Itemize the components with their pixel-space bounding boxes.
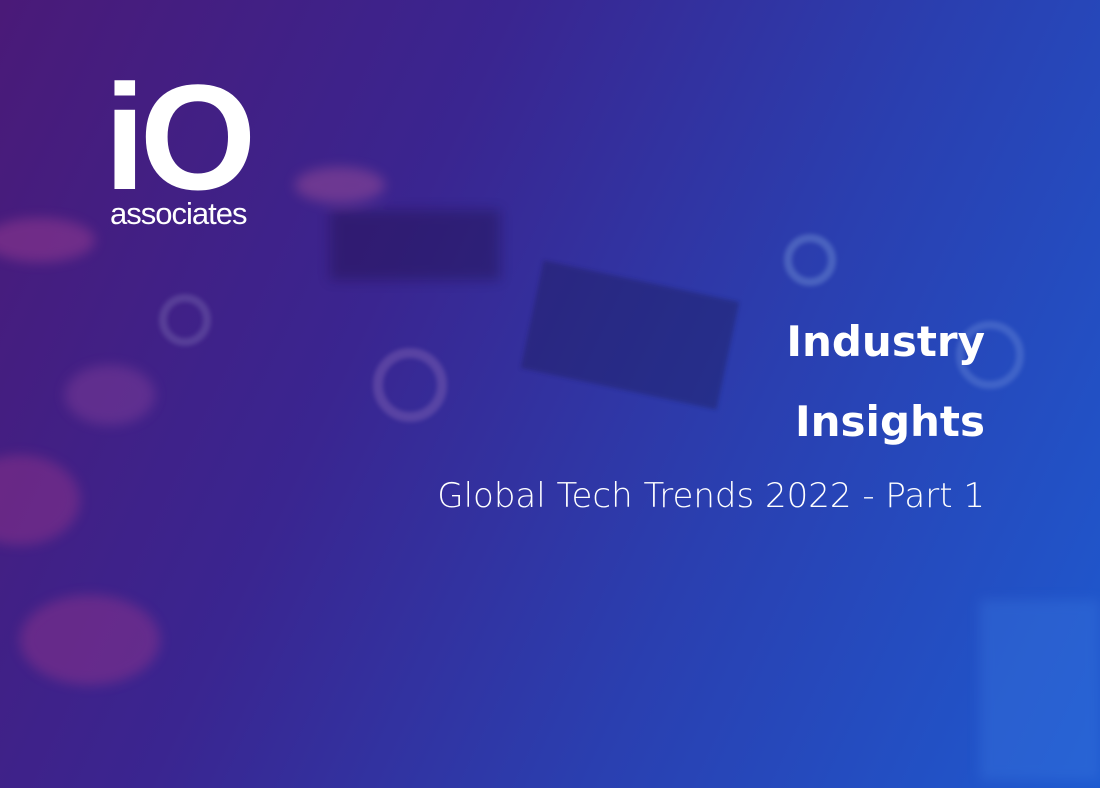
- logo-mark: iO: [104, 53, 256, 221]
- subtitle: Global Tech Trends 2022 - Part 1: [437, 476, 985, 516]
- logo-name: associates: [110, 196, 247, 231]
- title: Industry Insights: [786, 302, 985, 462]
- title-line: Industry: [786, 317, 985, 366]
- title-line: Insights: [795, 397, 985, 446]
